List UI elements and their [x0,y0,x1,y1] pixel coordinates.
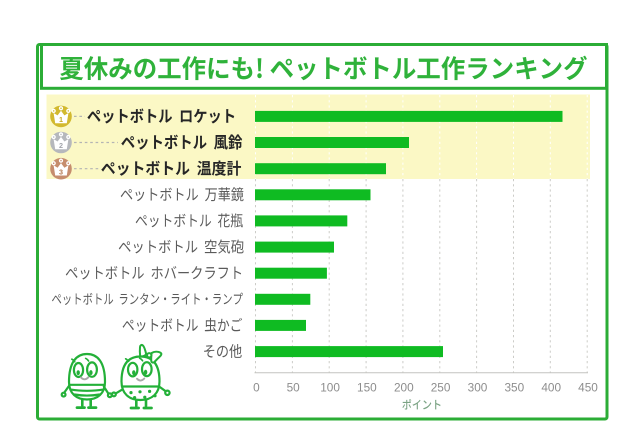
svg-text:300: 300 [468,381,488,395]
svg-text:450: 450 [578,381,598,395]
svg-text:200: 200 [394,381,414,395]
svg-text:250: 250 [431,381,451,395]
svg-text:1: 1 [59,115,63,124]
svg-text:0: 0 [253,381,260,395]
svg-text:50: 50 [287,381,301,395]
svg-text:2: 2 [59,141,63,150]
svg-text:100: 100 [320,381,340,395]
svg-text:400: 400 [541,381,561,395]
svg-text:3: 3 [59,167,63,176]
svg-text:150: 150 [357,381,377,395]
svg-text:350: 350 [504,381,524,395]
